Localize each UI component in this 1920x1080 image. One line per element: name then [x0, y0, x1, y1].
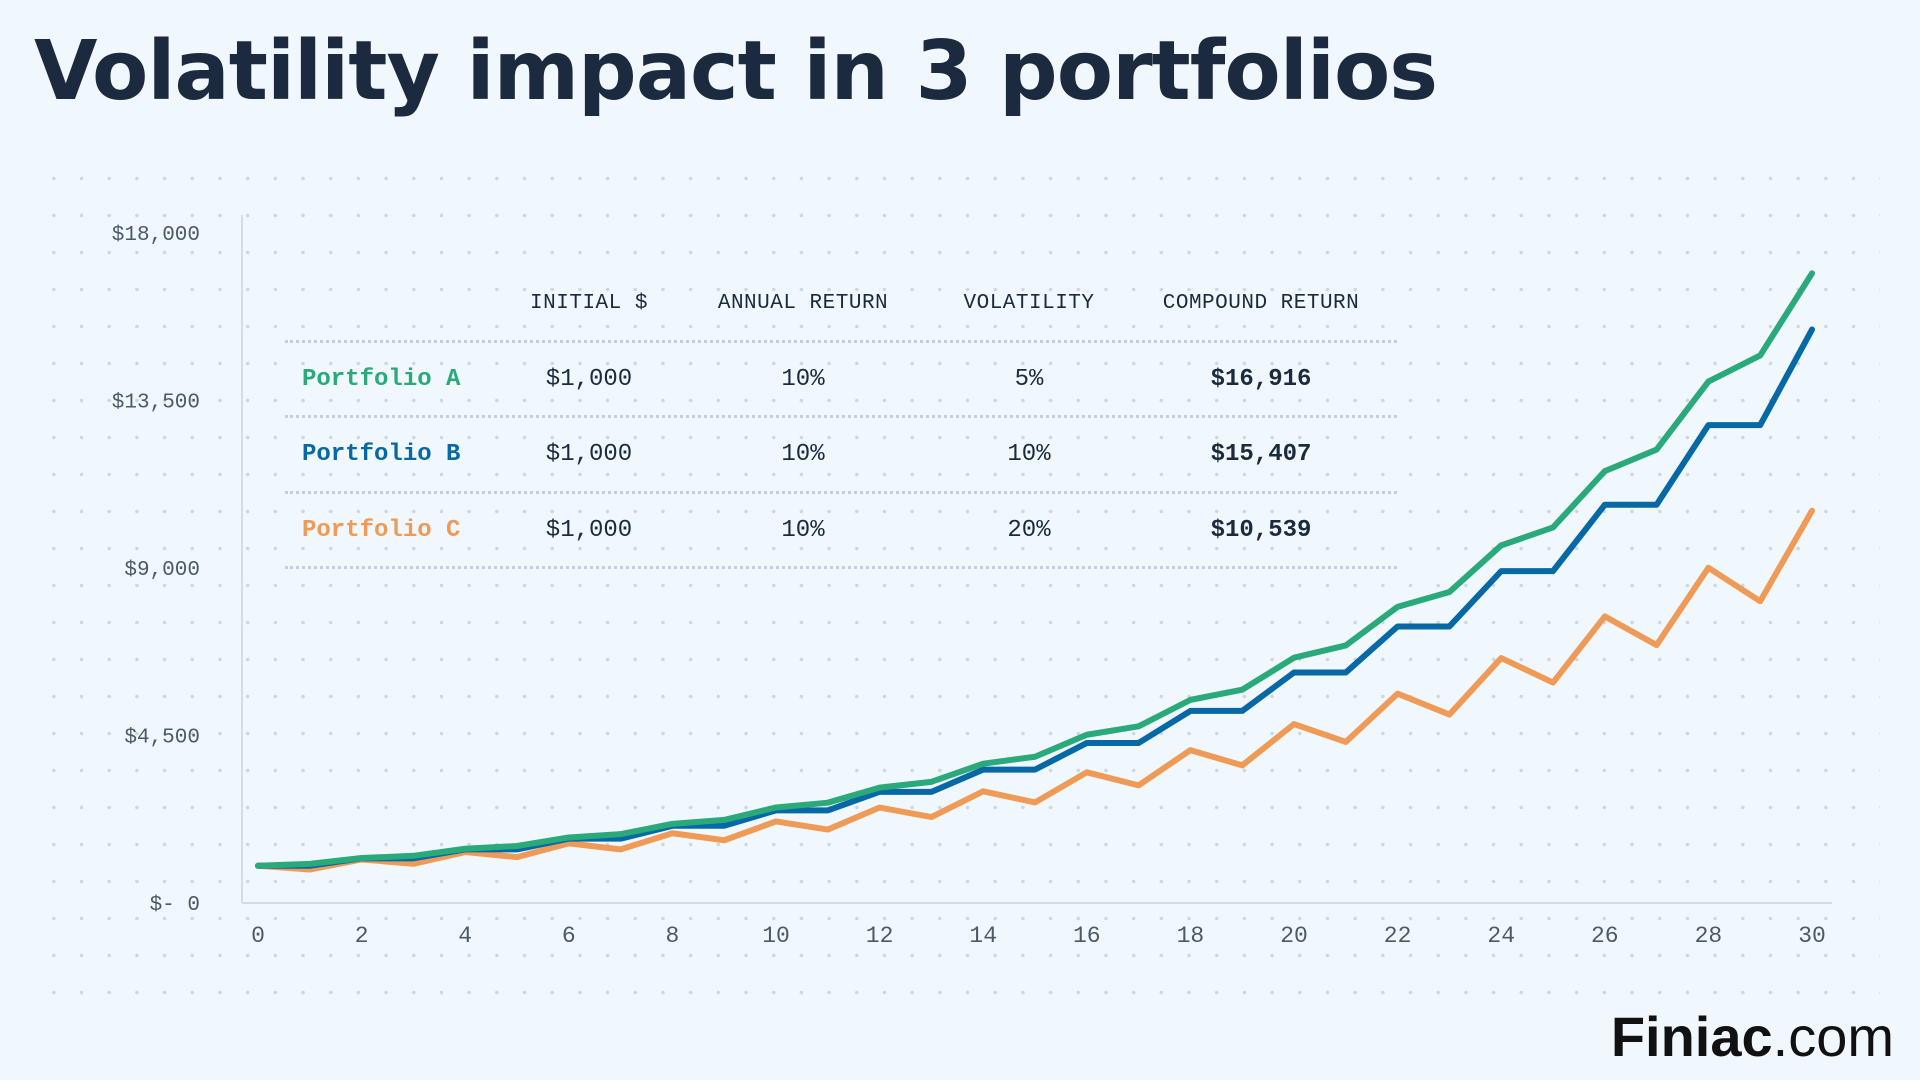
initial-value: $1,000 [545, 517, 633, 544]
volatility-value: 20% [1007, 517, 1051, 544]
logo-bold: Finiac [1610, 1005, 1773, 1068]
y-tick-label: $9,000 [124, 559, 200, 582]
x-tick-label: 16 [1073, 923, 1101, 949]
finiac-logo: Finiac.com [1611, 1004, 1894, 1069]
header-annual-return: ANNUAL RETURN [717, 292, 889, 315]
x-tick-label: 8 [665, 923, 679, 949]
series-line-portfolio-b [255, 326, 1815, 869]
series-line-portfolio-c [255, 507, 1815, 873]
annual-return-value: 10% [781, 441, 825, 468]
y-tick-label: $18,000 [112, 224, 200, 247]
y-tick-label: $13,500 [112, 392, 200, 415]
x-tick-label: 22 [1384, 923, 1412, 949]
dot-pattern-background [40, 160, 1880, 1010]
header-compound-return: COMPOUND RETURN [1162, 292, 1360, 315]
annual-return-value: 10% [781, 366, 825, 393]
y-tick-label: $- 0 [150, 894, 200, 917]
series-line-portfolio-a [255, 270, 1815, 869]
x-tick-label: 14 [969, 923, 997, 949]
compound-return-value: $15,407 [1210, 441, 1312, 468]
y-tick-label: $4,500 [124, 727, 200, 750]
x-tick-label: 26 [1591, 923, 1619, 949]
x-tick-label: 4 [458, 923, 472, 949]
x-tick-label: 30 [1798, 923, 1826, 949]
x-tick-label: 0 [251, 923, 265, 949]
x-tick-label: 20 [1280, 923, 1308, 949]
header-volatility: VOLATILITY [963, 292, 1095, 315]
x-tick-label: 6 [562, 923, 576, 949]
annual-return-value: 10% [781, 517, 825, 544]
table-divider [285, 415, 1397, 418]
x-tick-label: 10 [762, 923, 790, 949]
x-tick-label: 24 [1487, 923, 1515, 949]
portfolio-name: Portfolio B [302, 441, 461, 468]
x-tick-label: 2 [355, 923, 369, 949]
x-tick-label: 18 [1177, 923, 1205, 949]
x-tick-label: 28 [1695, 923, 1723, 949]
page-title: Volatility impact in 3 portfolios [34, 24, 1438, 119]
portfolio-name: Portfolio C [302, 517, 461, 544]
x-tick-label: 12 [866, 923, 894, 949]
initial-value: $1,000 [545, 366, 633, 393]
header-initial: INITIAL $ [530, 292, 648, 315]
volatility-value: 10% [1007, 441, 1051, 468]
table-divider [285, 491, 1397, 494]
logo-suffix: .com [1772, 1005, 1894, 1068]
initial-value: $1,000 [545, 441, 633, 468]
table-divider [285, 566, 1397, 569]
table-divider [285, 340, 1397, 343]
volatility-value: 5% [1014, 366, 1044, 393]
compound-return-value: $10,539 [1210, 517, 1312, 544]
portfolio-name: Portfolio A [302, 366, 461, 393]
compound-return-value: $16,916 [1210, 366, 1312, 393]
